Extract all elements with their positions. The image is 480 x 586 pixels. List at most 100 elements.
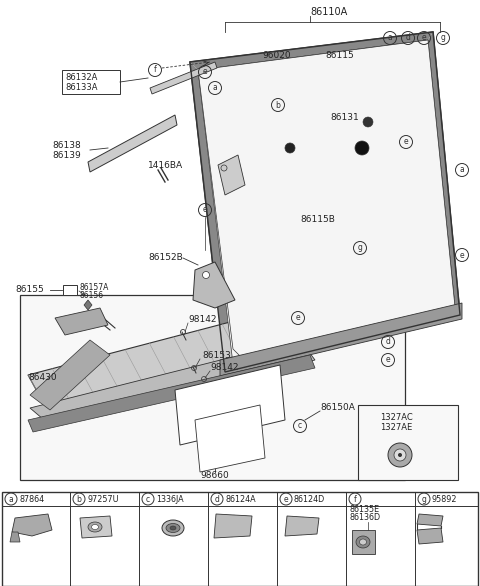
Polygon shape	[30, 340, 315, 425]
Text: 86153: 86153	[202, 352, 231, 360]
Text: g: g	[421, 495, 426, 503]
Text: c: c	[146, 495, 150, 503]
Text: 86430: 86430	[28, 373, 57, 383]
Polygon shape	[352, 530, 375, 554]
Polygon shape	[417, 528, 443, 544]
Ellipse shape	[360, 539, 367, 545]
Text: b: b	[276, 101, 280, 110]
Text: 86152B: 86152B	[148, 254, 183, 263]
Text: g: g	[358, 244, 362, 253]
Circle shape	[355, 141, 369, 155]
Text: 86115B: 86115B	[300, 216, 335, 224]
Polygon shape	[30, 340, 110, 410]
Circle shape	[285, 143, 295, 153]
Polygon shape	[428, 32, 460, 315]
Bar	[2, 492, 478, 586]
Polygon shape	[218, 155, 245, 195]
Text: e: e	[296, 314, 300, 322]
Text: c: c	[298, 421, 302, 431]
Text: d: d	[385, 338, 390, 346]
Text: e: e	[386, 356, 390, 364]
Text: g: g	[441, 33, 445, 43]
Text: a: a	[213, 83, 217, 93]
Ellipse shape	[92, 524, 98, 530]
Bar	[20, 295, 405, 480]
Text: d: d	[406, 33, 410, 43]
Text: 86131: 86131	[330, 114, 359, 122]
Text: 96020: 96020	[262, 50, 290, 60]
Text: d: d	[215, 495, 219, 503]
Text: 86115: 86115	[325, 50, 354, 60]
Text: 86133A: 86133A	[65, 83, 97, 91]
Text: 86132A: 86132A	[65, 73, 97, 83]
Text: 86156: 86156	[79, 291, 103, 301]
Text: 86155: 86155	[15, 285, 44, 295]
Text: 1416BA: 1416BA	[148, 161, 183, 169]
Text: a: a	[9, 495, 13, 503]
Text: 98142: 98142	[188, 315, 216, 325]
Polygon shape	[198, 40, 455, 364]
Circle shape	[363, 117, 373, 127]
Text: f: f	[354, 495, 356, 503]
Polygon shape	[175, 365, 285, 445]
Polygon shape	[84, 300, 92, 310]
Text: e: e	[203, 67, 207, 77]
Text: 86136D: 86136D	[350, 513, 381, 523]
Polygon shape	[198, 40, 455, 364]
Text: 86157A: 86157A	[79, 284, 108, 292]
Text: a: a	[460, 165, 464, 175]
Ellipse shape	[162, 520, 184, 536]
Ellipse shape	[88, 522, 102, 532]
Polygon shape	[150, 62, 217, 94]
Polygon shape	[214, 514, 252, 538]
Polygon shape	[80, 516, 112, 538]
Polygon shape	[28, 305, 315, 415]
Ellipse shape	[170, 526, 176, 530]
Circle shape	[398, 453, 402, 457]
Circle shape	[203, 271, 209, 278]
Text: e: e	[422, 33, 426, 43]
Polygon shape	[220, 303, 462, 376]
Polygon shape	[417, 514, 443, 526]
Text: 86124D: 86124D	[294, 495, 325, 503]
Ellipse shape	[166, 523, 180, 533]
Polygon shape	[190, 32, 433, 70]
Polygon shape	[193, 262, 235, 308]
Text: b: b	[77, 495, 82, 503]
Text: 87864: 87864	[19, 495, 44, 503]
Text: 1327AE: 1327AE	[380, 424, 412, 432]
Polygon shape	[28, 355, 315, 432]
Ellipse shape	[356, 536, 370, 548]
Circle shape	[394, 449, 406, 461]
Polygon shape	[10, 532, 20, 542]
Polygon shape	[190, 32, 460, 372]
Bar	[63, 285, 77, 295]
Text: e: e	[460, 250, 464, 260]
Text: 98660: 98660	[201, 471, 229, 479]
Text: 1327AC: 1327AC	[380, 414, 413, 423]
Text: 86124A: 86124A	[225, 495, 256, 503]
Polygon shape	[285, 516, 319, 536]
Text: e: e	[203, 206, 207, 214]
Text: 86150A: 86150A	[320, 404, 355, 413]
Polygon shape	[55, 308, 108, 335]
Bar	[358, 405, 458, 480]
Text: e: e	[284, 495, 288, 503]
Polygon shape	[12, 514, 52, 536]
Text: 98142: 98142	[210, 363, 239, 373]
Text: 86139: 86139	[52, 151, 81, 159]
Text: 1336JA: 1336JA	[156, 495, 184, 503]
Text: e: e	[404, 138, 408, 146]
Text: 86135E: 86135E	[350, 506, 380, 515]
Bar	[62, 70, 120, 94]
Text: f: f	[154, 66, 156, 74]
Text: a: a	[388, 33, 392, 43]
Text: 86138: 86138	[52, 141, 81, 149]
Polygon shape	[195, 405, 265, 472]
Text: 95892: 95892	[432, 495, 457, 503]
Polygon shape	[225, 307, 460, 372]
Polygon shape	[88, 115, 177, 172]
Text: 97257U: 97257U	[87, 495, 119, 503]
Circle shape	[388, 443, 412, 467]
Text: 86110A: 86110A	[310, 7, 347, 17]
